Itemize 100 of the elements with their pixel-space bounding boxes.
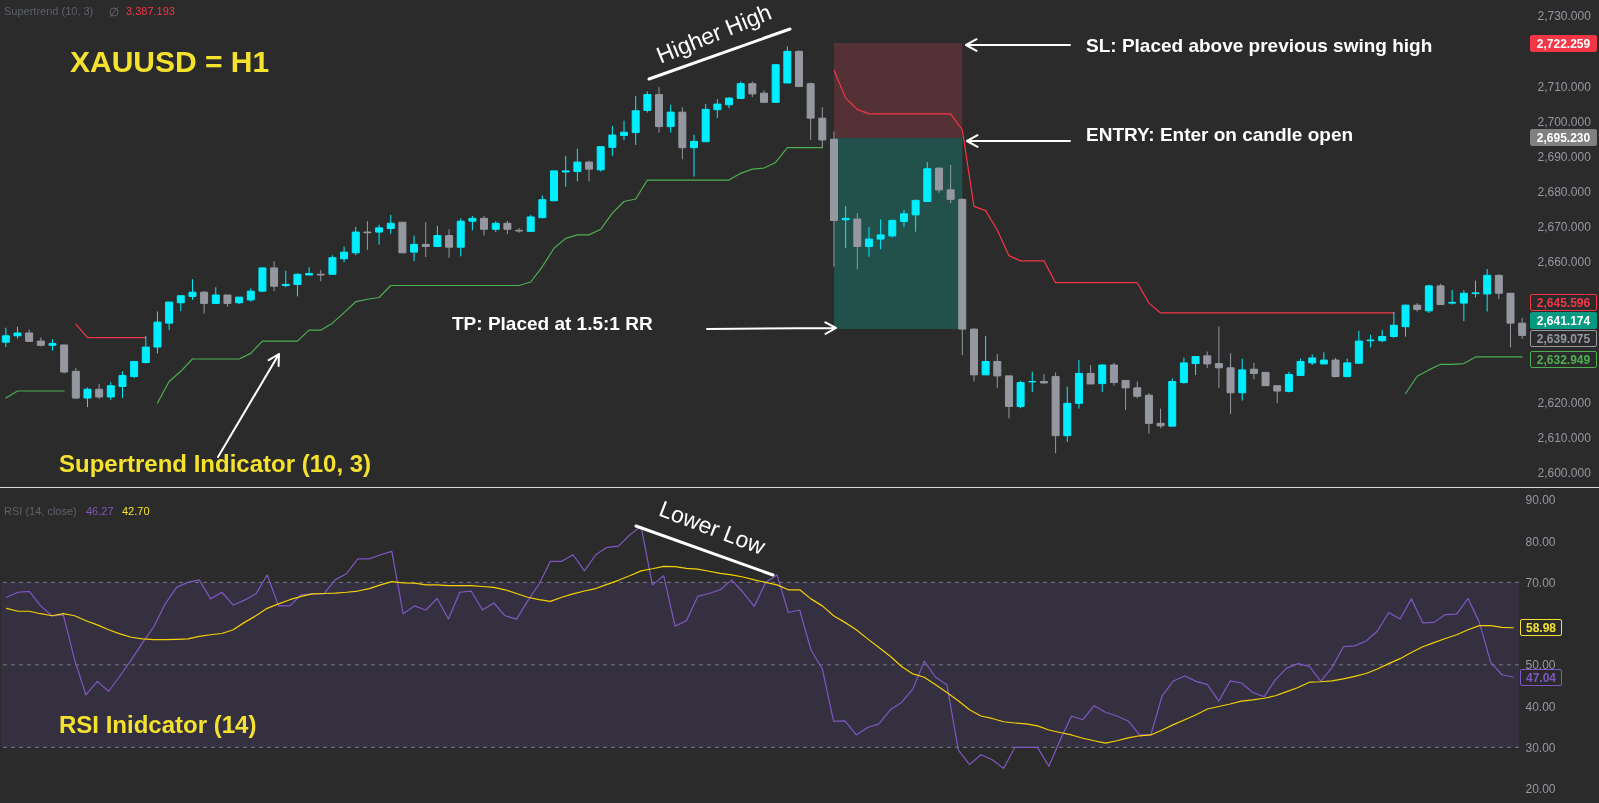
annotation: TP: Placed at 1.5:1 RR — [452, 313, 653, 334]
candlestick — [410, 235, 419, 262]
y-tick-label: 30.00 — [1525, 740, 1556, 755]
candlestick — [141, 335, 150, 365]
y-tick-label: 2,620.000 — [1537, 396, 1592, 411]
candlestick — [573, 148, 582, 182]
candlestick — [631, 95, 640, 146]
candlestick — [934, 167, 943, 194]
candlestick — [876, 218, 885, 250]
candlestick — [993, 353, 1002, 389]
candlestick — [620, 120, 629, 141]
candlestick — [1028, 371, 1037, 393]
annotation: ENTRY: Enter on candle open — [1086, 124, 1354, 145]
candlestick — [258, 266, 267, 293]
candlestick — [270, 260, 279, 292]
candlestick — [1214, 325, 1223, 389]
y-tick-label: 2,610.000 — [1537, 431, 1592, 446]
candlestick — [1389, 311, 1398, 339]
annotation: Lower Low — [655, 495, 769, 560]
candlestick — [1109, 362, 1118, 387]
y-tick-label: 2,730.000 — [1537, 9, 1592, 24]
candlestick — [1016, 380, 1025, 409]
candlestick — [363, 220, 372, 251]
candlestick — [946, 164, 955, 204]
candlestick — [1249, 362, 1258, 380]
candlestick — [1459, 289, 1468, 322]
candlestick — [1319, 351, 1328, 365]
candlestick — [1121, 379, 1130, 411]
candlestick — [841, 205, 850, 249]
candlestick — [375, 224, 384, 246]
y-tick-label: 2,670.000 — [1537, 220, 1592, 235]
annotation: 58.98 — [1520, 619, 1562, 637]
y-tick-label: 90.00 — [1525, 493, 1556, 508]
candlestick — [351, 226, 360, 256]
y-tick-label: 2,690.000 — [1537, 149, 1592, 164]
annotation: RSI (14, close) — [4, 505, 77, 517]
y-tick-label: 40.00 — [1525, 699, 1556, 714]
candlestick — [981, 335, 990, 376]
candlestick — [515, 227, 524, 234]
candlestick — [1401, 304, 1410, 337]
candlestick — [200, 290, 209, 315]
candlestick — [188, 278, 197, 301]
candlestick — [1436, 283, 1445, 306]
candlestick — [421, 221, 430, 258]
candlestick — [1354, 330, 1363, 364]
candlestick — [864, 226, 873, 258]
text: 2,645.596 — [1530, 293, 1597, 311]
candlestick — [118, 370, 127, 399]
y-tick-label: 2,680.000 — [1537, 185, 1592, 200]
candlestick — [328, 254, 337, 276]
annotation: Supertrend (10, 3) — [4, 5, 94, 17]
candlestick — [561, 155, 570, 188]
text: 2,632.949 — [1530, 350, 1597, 368]
candlestick — [911, 198, 920, 233]
candlestick — [899, 209, 908, 228]
text: 2,722.259 — [1530, 34, 1597, 52]
candlestick — [713, 98, 722, 119]
candlestick — [608, 125, 617, 157]
candlestick — [340, 245, 349, 263]
candlestick — [445, 228, 454, 259]
annotation: 3,387.193 — [126, 5, 175, 17]
annotation: RSI Inidcator (14) — [59, 711, 257, 738]
candlestick — [480, 215, 489, 237]
candlestick — [1039, 373, 1048, 385]
y-tick-label: 70.00 — [1525, 575, 1556, 590]
y-tick-label: 2,600.000 — [1537, 466, 1592, 481]
candlestick — [1518, 317, 1527, 340]
candlestick — [386, 214, 395, 235]
candlestick — [305, 266, 314, 276]
candlestick — [1, 327, 10, 348]
annotation: XAUUSD = H1 — [70, 45, 270, 78]
annotation: Supertrend Indicator (10, 3) — [59, 450, 372, 477]
annotation: 46.27 — [86, 505, 114, 517]
candlestick — [1448, 289, 1457, 306]
candlestick — [666, 104, 675, 134]
candlestick — [1086, 364, 1095, 385]
text: 2,639.075 — [1530, 329, 1597, 347]
candlestick — [1494, 273, 1503, 300]
candlestick — [293, 272, 302, 297]
candlestick — [690, 134, 699, 178]
y-tick-label: 2,660.000 — [1537, 255, 1592, 270]
y-tick-label: 2,710.000 — [1537, 79, 1592, 94]
annotation: 42.70 — [122, 505, 150, 517]
candlestick — [1238, 358, 1247, 401]
text: 2,695.230 — [1530, 128, 1597, 146]
annotation: 47.04 — [1520, 668, 1562, 686]
text: 2,641.174 — [1530, 311, 1597, 329]
candlestick — [83, 386, 92, 408]
candlestick — [1156, 408, 1165, 429]
candlestick — [1191, 356, 1200, 376]
annotation: SL: Placed above previous swing high — [1086, 35, 1433, 56]
candlestick — [1483, 268, 1492, 313]
candlestick — [1098, 363, 1107, 393]
candlestick — [643, 90, 652, 114]
candlestick — [596, 146, 605, 173]
y-tick-label: 80.00 — [1525, 534, 1556, 549]
candlestick — [165, 301, 174, 331]
candlestick — [818, 106, 827, 149]
candlestick — [1179, 357, 1188, 385]
y-tick-label: 2,700.000 — [1537, 114, 1592, 129]
